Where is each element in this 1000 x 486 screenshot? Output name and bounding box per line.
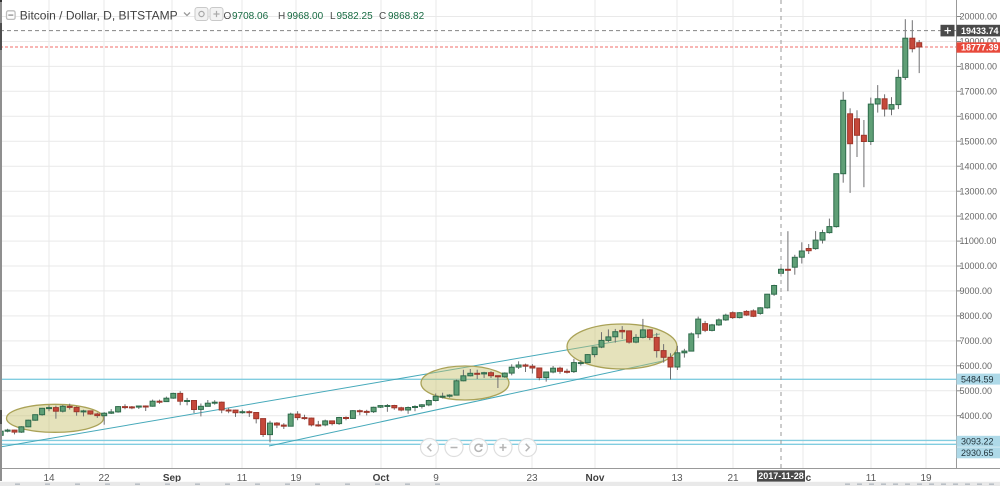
- svg-text:L: L: [330, 11, 336, 22]
- svg-text:11: 11: [237, 473, 248, 484]
- svg-text:4000.00: 4000.00: [960, 411, 993, 421]
- svg-text:19: 19: [920, 473, 932, 484]
- svg-text:Sep: Sep: [163, 473, 181, 484]
- svg-text:8000.00: 8000.00: [960, 311, 993, 321]
- svg-text:6000.00: 6000.00: [960, 361, 993, 371]
- svg-text:19: 19: [290, 473, 302, 484]
- svg-text:12000.00: 12000.00: [960, 211, 998, 221]
- svg-text:O: O: [224, 11, 232, 22]
- svg-text:3093.22: 3093.22: [961, 437, 994, 447]
- svg-text:5484.59: 5484.59: [961, 374, 994, 384]
- svg-text:9582.25: 9582.25: [337, 11, 374, 22]
- svg-text:7000.00: 7000.00: [960, 336, 993, 346]
- svg-text:18000.00: 18000.00: [960, 62, 998, 72]
- svg-text:9868.82: 9868.82: [388, 11, 425, 22]
- svg-text:11000.00: 11000.00: [960, 236, 997, 246]
- svg-text:19000.00: 19000.00: [960, 37, 998, 47]
- svg-text:9: 9: [433, 473, 439, 484]
- svg-text:10000.00: 10000.00: [960, 261, 998, 271]
- svg-text:22: 22: [98, 473, 110, 484]
- svg-text:2930.65: 2930.65: [961, 448, 994, 458]
- svg-text:19433.74: 19433.74: [961, 26, 999, 36]
- svg-text:Bitcoin / Dollar, D, BITSTAMP: Bitcoin / Dollar, D, BITSTAMP: [20, 9, 178, 23]
- svg-text:14: 14: [43, 473, 55, 484]
- svg-text:5000.00: 5000.00: [960, 386, 993, 396]
- svg-text:C: C: [379, 11, 386, 22]
- svg-text:13000.00: 13000.00: [960, 186, 998, 196]
- svg-text:Oct: Oct: [373, 473, 390, 484]
- svg-text:18777.39: 18777.39: [961, 43, 999, 53]
- svg-text:20000.00: 20000.00: [960, 12, 998, 22]
- svg-text:14000.00: 14000.00: [960, 161, 998, 171]
- svg-text:15000.00: 15000.00: [960, 136, 998, 146]
- svg-text:H: H: [278, 11, 285, 22]
- svg-text:2017-11-28: 2017-11-28: [758, 471, 804, 481]
- svg-text:11: 11: [866, 473, 877, 484]
- svg-text:21: 21: [727, 473, 739, 484]
- svg-text:9708.06: 9708.06: [232, 11, 269, 22]
- svg-text:17000.00: 17000.00: [960, 87, 998, 97]
- svg-text:Nov: Nov: [586, 473, 605, 484]
- svg-text:9968.00: 9968.00: [287, 11, 324, 22]
- svg-text:13: 13: [671, 473, 683, 484]
- svg-text:9000.00: 9000.00: [960, 286, 993, 296]
- svg-text:16000.00: 16000.00: [960, 112, 998, 122]
- svg-text:23: 23: [526, 473, 538, 484]
